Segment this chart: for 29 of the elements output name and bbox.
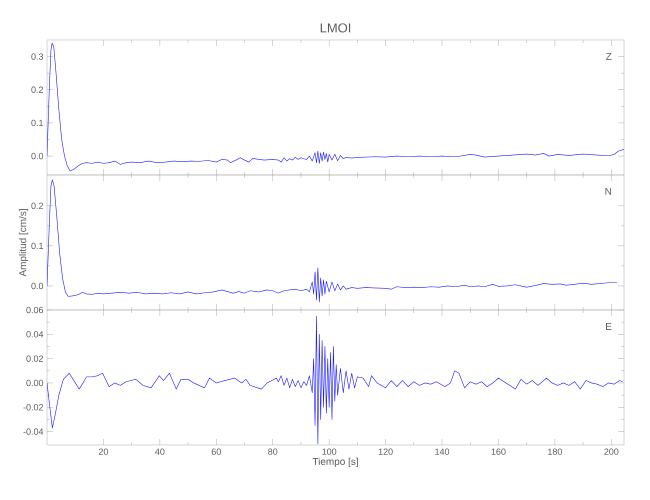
y-tick-label: 0.2 <box>31 86 44 93</box>
x-tick-label: 200 <box>604 448 618 455</box>
x-tick-label: 140 <box>435 448 450 455</box>
y-tick-label: 0.00 <box>26 380 44 386</box>
y-tick-label: 0.0 <box>31 282 44 290</box>
y-axis-title: Amplitud [cm/s] <box>18 209 28 277</box>
y-tick-label: -0.04 <box>23 428 44 435</box>
x-tick-label: 180 <box>548 448 562 455</box>
y-tick-label: 0.04 <box>26 331 44 338</box>
x-tick-label: 60 <box>212 448 221 455</box>
x-tick-label: 20 <box>98 448 108 455</box>
y-tick-label: 0.1 <box>31 242 44 250</box>
y-tick-label: 0.06 <box>26 306 44 314</box>
x-tick-label: 120 <box>378 448 393 455</box>
annotation: N <box>605 188 612 195</box>
y-tick-label: 0.02 <box>26 355 44 362</box>
x-tick-label: 80 <box>268 448 278 455</box>
x-tick-label: 100 <box>322 448 336 455</box>
y-tick-label: -0.02 <box>23 404 44 410</box>
y-tick-label: 0.2 <box>31 202 44 210</box>
annotation: E <box>606 322 612 330</box>
chart-title: LMOI <box>320 23 350 32</box>
y-tick-label: 0.1 <box>31 120 44 126</box>
y-tick-label: 0.0 <box>31 152 44 160</box>
x-tick-label: 40 <box>155 448 165 455</box>
y-tick-label: 0.3 <box>31 53 44 60</box>
x-tick-label: 160 <box>492 448 506 455</box>
x-axis-title: Tiempo [s] <box>312 458 358 467</box>
annotation: Z <box>606 52 612 60</box>
